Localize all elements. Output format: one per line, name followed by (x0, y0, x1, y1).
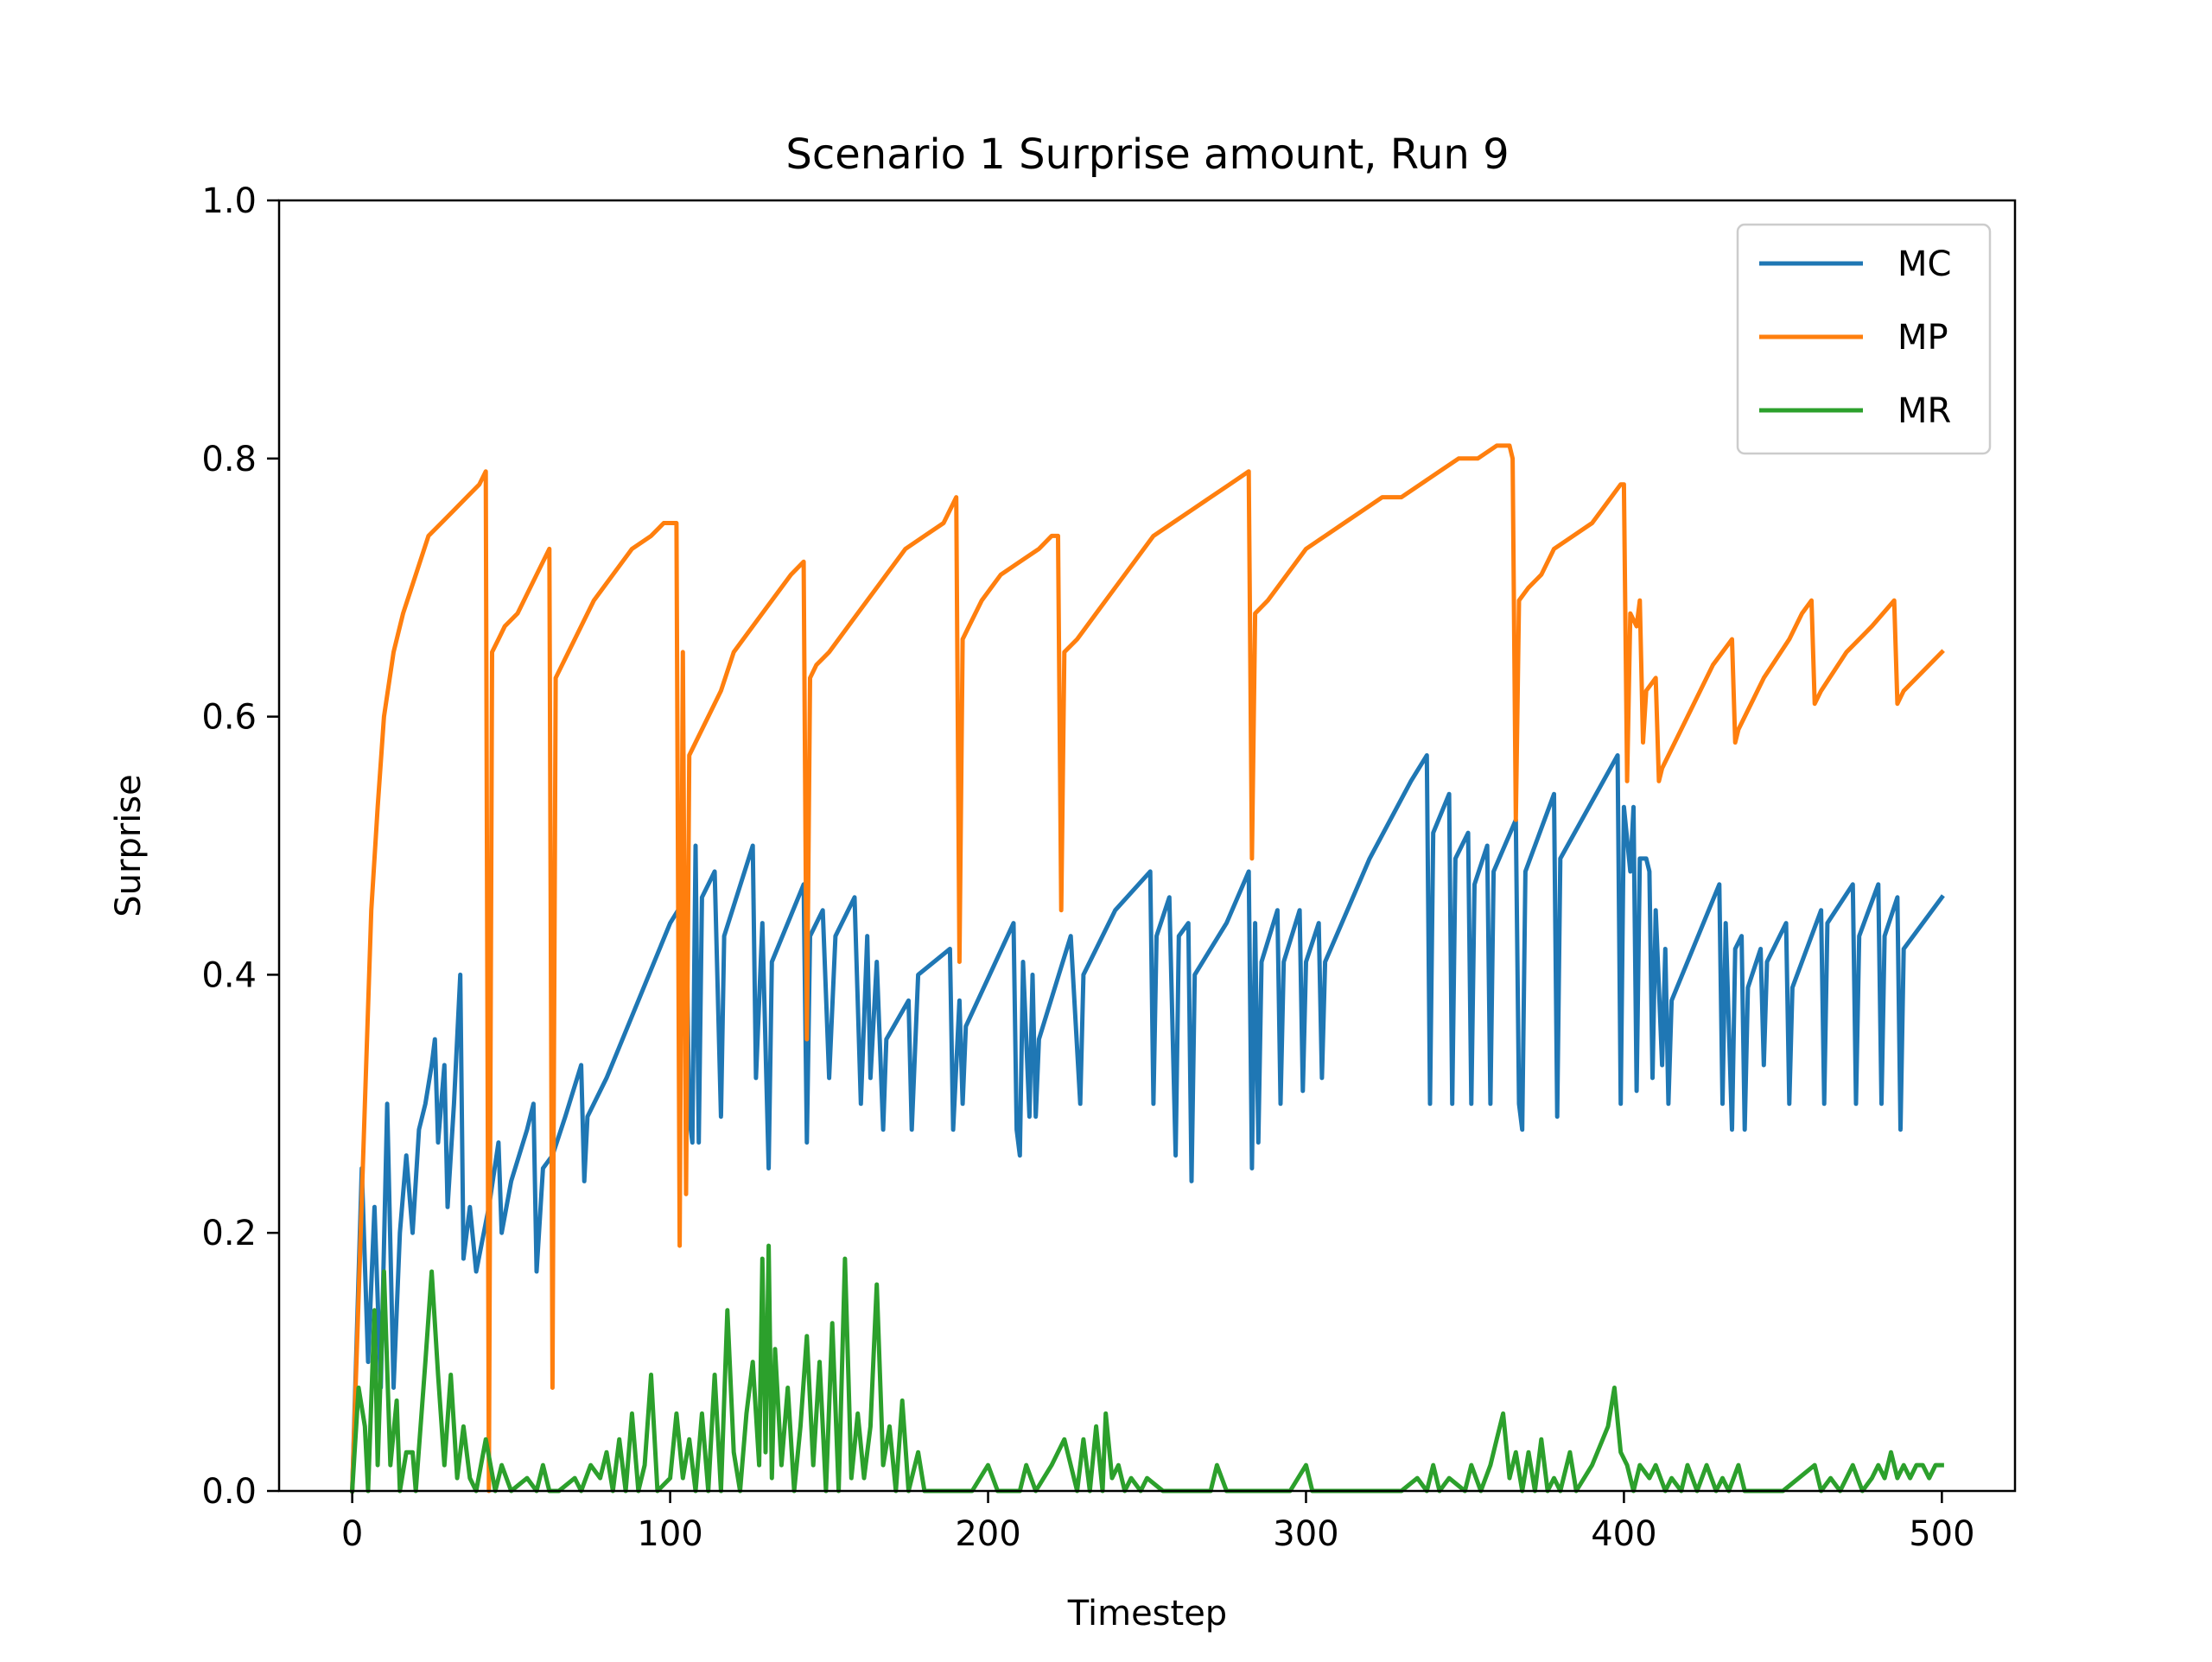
series-line-mc (350, 752, 1945, 1494)
y-tick-label: 0.8 (201, 440, 257, 479)
y-tick-label: 1.0 (201, 181, 257, 221)
y-tick-label: 0.6 (201, 698, 257, 738)
y-tick-label: 0.2 (201, 1214, 257, 1253)
legend-label-mp: MP (1897, 318, 1948, 358)
series-line-mp (350, 443, 1945, 1494)
x-axis-label: Timestep (1067, 1594, 1227, 1633)
x-tick-label: 0 (341, 1514, 363, 1554)
x-tick-label: 200 (955, 1514, 1020, 1554)
axes-frame (277, 199, 2017, 1493)
x-axis-ticks: 0 100 200 300 400 500 (341, 1491, 1975, 1554)
legend-box (1736, 223, 1992, 455)
y-axis-ticks: 0.0 0.2 0.4 0.6 0.8 1.0 (201, 181, 279, 1512)
plot-area (349, 443, 1945, 1494)
chart-title: Scenario 1 Surprise amount, Run 9 (785, 130, 1509, 179)
series-layer (349, 443, 1945, 1494)
x-tick-label: 300 (1273, 1514, 1338, 1554)
y-tick-label: 0.0 (201, 1472, 257, 1512)
legend-label-mr: MR (1897, 391, 1951, 431)
y-tick-label: 0.4 (201, 955, 257, 995)
series-line-mr (349, 1243, 1944, 1494)
legend: MC MP MR (1736, 223, 1992, 455)
y-axis-label: Surprise (109, 774, 149, 917)
x-tick-label: 100 (637, 1514, 702, 1554)
legend-label-mc: MC (1897, 244, 1951, 284)
x-tick-label: 400 (1591, 1514, 1656, 1554)
x-tick-label: 500 (1909, 1514, 1974, 1554)
legend-items: MC MP MR (1759, 244, 1951, 431)
